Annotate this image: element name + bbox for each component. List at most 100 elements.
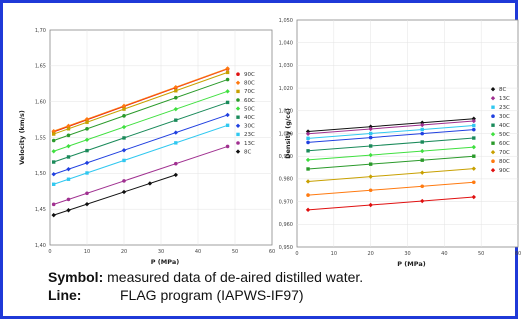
data-point	[368, 135, 373, 140]
data-point	[84, 160, 90, 166]
legend-marker	[235, 106, 241, 111]
legend-marker	[235, 123, 241, 128]
series-13c	[51, 144, 230, 207]
data-point	[66, 208, 71, 213]
x-tick-label: 10	[331, 251, 337, 257]
data-point	[122, 136, 126, 140]
data-point	[472, 123, 476, 128]
series-line	[53, 90, 228, 152]
data-point	[368, 202, 373, 208]
figure-caption: Symbol: measured data of de-aired distil…	[48, 268, 518, 304]
data-point	[368, 131, 373, 136]
data-point	[368, 144, 373, 148]
legend-label: 40C	[244, 115, 255, 121]
chart-2: 0,950 0,960 0,970 0,980 0,990 1,000 1,010 1,020…	[279, 18, 522, 268]
data-point	[85, 171, 89, 175]
y-tick-label: 1,45	[35, 207, 46, 213]
data-point	[66, 123, 71, 129]
legend-label: 50C	[244, 106, 255, 112]
legend-label: 30C	[499, 114, 510, 120]
series-50c	[51, 89, 230, 154]
legend-marker	[236, 98, 240, 102]
data-point	[368, 188, 373, 193]
data-point	[52, 132, 56, 136]
legend-marker	[491, 114, 495, 118]
data-point	[472, 180, 476, 185]
data-point	[420, 120, 425, 125]
x-tick-label: 20	[367, 251, 373, 257]
legend: 90C 80C 70C 60C 50C 40C 30C 23C 13C 8C	[235, 72, 255, 155]
legend-label: 23C	[499, 105, 510, 111]
data-point	[122, 107, 126, 111]
series-90c	[305, 194, 476, 213]
data-point	[51, 149, 56, 154]
legend-label: 40C	[499, 123, 510, 129]
data-point	[173, 130, 178, 135]
data-point	[85, 127, 89, 131]
data-point	[121, 148, 127, 153]
x-tick-label: 30	[404, 251, 410, 257]
data-point	[420, 127, 424, 132]
data-point	[225, 77, 230, 82]
caption-symbol-row: Symbol: measured data of de-aired distil…	[48, 268, 518, 286]
y-tick-label: 0,990	[279, 154, 293, 160]
data-point	[52, 160, 56, 164]
series-line	[308, 181, 474, 196]
legend-label: 60C	[244, 98, 255, 104]
data-point	[52, 182, 56, 186]
data-point	[472, 127, 476, 132]
data-point	[122, 114, 126, 118]
series-line	[53, 114, 228, 175]
data-point	[471, 116, 476, 121]
legend-marker	[490, 150, 496, 155]
x-axis-label: P (MPa)	[151, 258, 179, 266]
legend-label: 8C	[499, 87, 506, 93]
x-tick-label: 0	[295, 251, 298, 257]
x-tick-label: 50	[232, 249, 238, 255]
series-40c	[52, 100, 230, 164]
data-point	[147, 181, 153, 186]
series-60c	[51, 77, 230, 143]
data-point	[420, 184, 425, 189]
legend-marker	[491, 123, 495, 127]
series-line	[308, 125, 474, 139]
y-tick-label: 0,980	[279, 177, 293, 183]
legend-label: 70C	[499, 150, 510, 156]
data-point	[420, 148, 425, 154]
data-point	[306, 167, 310, 171]
data-point	[84, 201, 90, 207]
data-point	[306, 140, 310, 145]
data-point	[66, 133, 71, 138]
data-point	[471, 194, 476, 200]
data-point	[368, 126, 373, 132]
series-70c	[305, 166, 476, 184]
data-point	[174, 95, 178, 100]
data-point	[472, 154, 476, 158]
y-axis-label: Density (g/cc)	[284, 108, 292, 159]
series-line	[53, 145, 228, 205]
legend-label: 30C	[244, 124, 255, 130]
y-tick-label: 0,960	[279, 222, 293, 228]
series-line	[53, 79, 228, 141]
x-tick-label: 40	[441, 251, 447, 257]
series-23c	[306, 123, 476, 141]
data-point	[420, 131, 425, 136]
caption-line-row: Line: FLAG program (IAPWS-IF97)	[48, 286, 518, 304]
caption-symbol-text: measured data of de-aired distilled wate…	[107, 269, 364, 285]
data-point	[122, 179, 126, 183]
series-line	[53, 124, 228, 185]
y-tick-label: 1,000	[279, 131, 293, 137]
legend-marker	[235, 149, 241, 154]
data-point	[66, 143, 71, 149]
y-tick-label: 1,50	[35, 171, 46, 177]
legend-marker	[490, 132, 496, 137]
series-line	[308, 120, 474, 135]
data-point	[368, 124, 373, 129]
legend-marker	[236, 115, 240, 119]
series-line	[308, 137, 474, 152]
data-point	[84, 116, 90, 122]
data-point	[420, 198, 425, 204]
data-point	[305, 157, 311, 163]
data-point	[173, 172, 178, 178]
data-point	[471, 144, 476, 150]
